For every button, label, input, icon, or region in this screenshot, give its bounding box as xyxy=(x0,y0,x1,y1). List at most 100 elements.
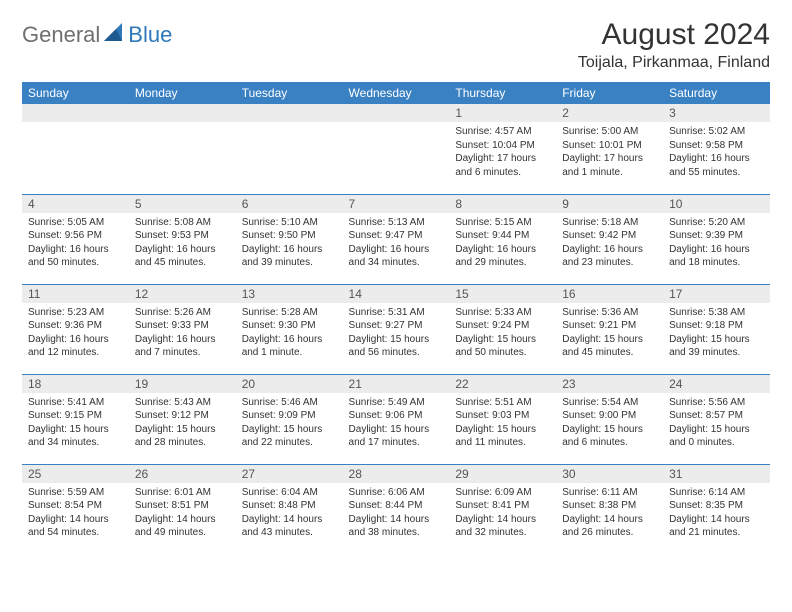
sunset-text: Sunset: 9:50 PM xyxy=(242,229,337,243)
day-cell xyxy=(129,104,236,194)
sunrise-text: Sunrise: 4:57 AM xyxy=(455,125,550,139)
sunrise-text: Sunrise: 5:36 AM xyxy=(562,306,657,320)
day-content: Sunrise: 5:00 AMSunset: 10:01 PMDaylight… xyxy=(556,122,663,185)
sunrise-text: Sunrise: 5:00 AM xyxy=(562,125,657,139)
weekday-header: Tuesday xyxy=(236,82,343,104)
day-content: Sunrise: 5:59 AMSunset: 8:54 PMDaylight:… xyxy=(22,483,129,546)
day-number: 29 xyxy=(449,465,556,483)
daylight-text: Daylight: 16 hours and 34 minutes. xyxy=(349,243,444,270)
sunrise-text: Sunrise: 5:33 AM xyxy=(455,306,550,320)
sunset-text: Sunset: 10:01 PM xyxy=(562,139,657,153)
sunrise-text: Sunrise: 5:59 AM xyxy=(28,486,123,500)
day-cell: 4 Sunrise: 5:05 AMSunset: 9:56 PMDaylight… xyxy=(22,194,129,284)
day-number: 23 xyxy=(556,375,663,393)
calendar-week-row: 18Sunrise: 5:41 AMSunset: 9:15 PMDayligh… xyxy=(22,374,770,464)
day-content: Sunrise: 5:08 AMSunset: 9:53 PMDaylight:… xyxy=(129,213,236,276)
brand-part2: Blue xyxy=(128,22,172,48)
day-cell: 22Sunrise: 5:51 AMSunset: 9:03 PMDayligh… xyxy=(449,374,556,464)
daylight-text: Daylight: 16 hours and 29 minutes. xyxy=(455,243,550,270)
day-number: 17 xyxy=(663,285,770,303)
day-number xyxy=(236,104,343,122)
weekday-header: Saturday xyxy=(663,82,770,104)
sunset-text: Sunset: 9:56 PM xyxy=(28,229,123,243)
daylight-text: Daylight: 14 hours and 43 minutes. xyxy=(242,513,337,540)
day-cell xyxy=(236,104,343,194)
day-cell: 9Sunrise: 5:18 AMSunset: 9:42 PMDaylight… xyxy=(556,194,663,284)
sunrise-text: Sunrise: 5:26 AM xyxy=(135,306,230,320)
page-header: General Blue August 2024 Toijala, Pirkan… xyxy=(22,18,770,72)
brand-part1: General xyxy=(22,22,100,48)
day-cell: 19Sunrise: 5:43 AMSunset: 9:12 PMDayligh… xyxy=(129,374,236,464)
sunset-text: Sunset: 8:54 PM xyxy=(28,499,123,513)
daylight-text: Daylight: 14 hours and 49 minutes. xyxy=(135,513,230,540)
sunrise-text: Sunrise: 5:05 AM xyxy=(28,216,123,230)
sunset-text: Sunset: 9:42 PM xyxy=(562,229,657,243)
day-cell: 21Sunrise: 5:49 AMSunset: 9:06 PMDayligh… xyxy=(343,374,450,464)
day-content: Sunrise: 6:09 AMSunset: 8:41 PMDaylight:… xyxy=(449,483,556,546)
sunrise-text: Sunrise: 6:06 AM xyxy=(349,486,444,500)
sunrise-text: Sunrise: 5:41 AM xyxy=(28,396,123,410)
daylight-text: Daylight: 15 hours and 0 minutes. xyxy=(669,423,764,450)
daylight-text: Daylight: 17 hours and 1 minute. xyxy=(562,152,657,179)
day-number: 7 xyxy=(343,195,450,213)
sunrise-text: Sunrise: 5:10 AM xyxy=(242,216,337,230)
sunrise-text: Sunrise: 6:14 AM xyxy=(669,486,764,500)
sunset-text: Sunset: 9:53 PM xyxy=(135,229,230,243)
weekday-header: Monday xyxy=(129,82,236,104)
day-content: Sunrise: 5:20 AMSunset: 9:39 PMDaylight:… xyxy=(663,213,770,276)
day-content: Sunrise: 6:06 AMSunset: 8:44 PMDaylight:… xyxy=(343,483,450,546)
daylight-text: Daylight: 16 hours and 18 minutes. xyxy=(669,243,764,270)
sunset-text: Sunset: 9:36 PM xyxy=(28,319,123,333)
calendar-table: Sunday Monday Tuesday Wednesday Thursday… xyxy=(22,82,770,554)
day-cell: 28Sunrise: 6:06 AMSunset: 8:44 PMDayligh… xyxy=(343,464,450,554)
calendar-week-row: 1Sunrise: 4:57 AMSunset: 10:04 PMDayligh… xyxy=(22,104,770,194)
sunset-text: Sunset: 8:35 PM xyxy=(669,499,764,513)
sunset-text: Sunset: 9:30 PM xyxy=(242,319,337,333)
day-cell: 12Sunrise: 5:26 AMSunset: 9:33 PMDayligh… xyxy=(129,284,236,374)
daylight-text: Daylight: 15 hours and 56 minutes. xyxy=(349,333,444,360)
day-content: Sunrise: 5:23 AMSunset: 9:36 PMDaylight:… xyxy=(22,303,129,366)
sunset-text: Sunset: 9:18 PM xyxy=(669,319,764,333)
title-block: August 2024 Toijala, Pirkanmaa, Finland xyxy=(578,18,770,72)
day-content: Sunrise: 6:14 AMSunset: 8:35 PMDaylight:… xyxy=(663,483,770,546)
sunrise-text: Sunrise: 5:15 AM xyxy=(455,216,550,230)
sunrise-text: Sunrise: 6:09 AM xyxy=(455,486,550,500)
day-number: 28 xyxy=(343,465,450,483)
calendar-week-row: 4Sunrise: 5:05 AMSunset: 9:56 PMDaylight… xyxy=(22,194,770,284)
day-number: 30 xyxy=(556,465,663,483)
sunset-text: Sunset: 10:04 PM xyxy=(455,139,550,153)
day-number: 3 xyxy=(663,104,770,122)
day-content: Sunrise: 6:11 AMSunset: 8:38 PMDaylight:… xyxy=(556,483,663,546)
day-number: 22 xyxy=(449,375,556,393)
day-number: 15 xyxy=(449,285,556,303)
day-content: Sunrise: 5:33 AMSunset: 9:24 PMDaylight:… xyxy=(449,303,556,366)
daylight-text: Daylight: 16 hours and 12 minutes. xyxy=(28,333,123,360)
day-content: Sunrise: 5:31 AMSunset: 9:27 PMDaylight:… xyxy=(343,303,450,366)
day-content: Sunrise: 5:51 AMSunset: 9:03 PMDaylight:… xyxy=(449,393,556,456)
day-content: Sunrise: 4:57 AMSunset: 10:04 PMDaylight… xyxy=(449,122,556,185)
sunset-text: Sunset: 8:38 PM xyxy=(562,499,657,513)
day-cell: 3Sunrise: 5:02 AMSunset: 9:58 PMDaylight… xyxy=(663,104,770,194)
daylight-text: Daylight: 16 hours and 50 minutes. xyxy=(28,243,123,270)
daylight-text: Daylight: 14 hours and 26 minutes. xyxy=(562,513,657,540)
day-content: Sunrise: 5:36 AMSunset: 9:21 PMDaylight:… xyxy=(556,303,663,366)
day-content: Sunrise: 5:41 AMSunset: 9:15 PMDaylight:… xyxy=(22,393,129,456)
day-number: 25 xyxy=(22,465,129,483)
day-number: 9 xyxy=(556,195,663,213)
daylight-text: Daylight: 14 hours and 38 minutes. xyxy=(349,513,444,540)
daylight-text: Daylight: 14 hours and 32 minutes. xyxy=(455,513,550,540)
sunset-text: Sunset: 9:09 PM xyxy=(242,409,337,423)
day-number: 6 xyxy=(236,195,343,213)
daylight-text: Daylight: 16 hours and 45 minutes. xyxy=(135,243,230,270)
daylight-text: Daylight: 16 hours and 55 minutes. xyxy=(669,152,764,179)
daylight-text: Daylight: 15 hours and 6 minutes. xyxy=(562,423,657,450)
day-content: Sunrise: 6:01 AMSunset: 8:51 PMDaylight:… xyxy=(129,483,236,546)
day-number: 19 xyxy=(129,375,236,393)
day-cell: 6Sunrise: 5:10 AMSunset: 9:50 PMDaylight… xyxy=(236,194,343,284)
day-number xyxy=(22,104,129,122)
day-cell: 13Sunrise: 5:28 AMSunset: 9:30 PMDayligh… xyxy=(236,284,343,374)
daylight-text: Daylight: 15 hours and 11 minutes. xyxy=(455,423,550,450)
day-cell: 7Sunrise: 5:13 AMSunset: 9:47 PMDaylight… xyxy=(343,194,450,284)
day-number: 4 xyxy=(22,195,129,213)
sunset-text: Sunset: 9:03 PM xyxy=(455,409,550,423)
